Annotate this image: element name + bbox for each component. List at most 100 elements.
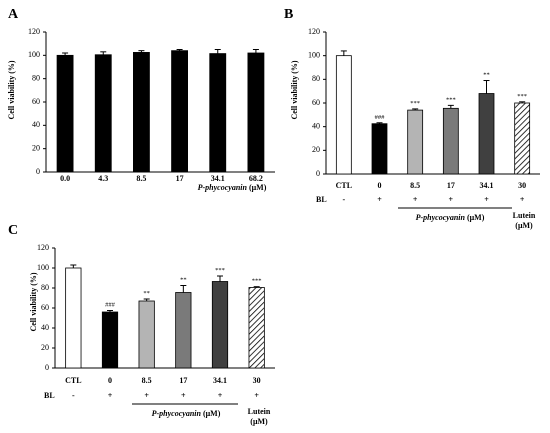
bars-b: ###*********** (335, 50, 531, 175)
y-tick-label-a: 60 (32, 97, 40, 106)
x-tick-label-b-1: 0 (378, 181, 382, 190)
x-tick-label-b-0: CTL (336, 181, 352, 190)
bar-a-0 (56, 54, 74, 173)
x-tick-label-c-3: 17 (179, 376, 187, 385)
bl-row-label-b: BL (316, 195, 327, 204)
x-tick-label-c-1: 0 (108, 376, 112, 385)
y-tick-label-c: 80 (41, 283, 49, 292)
group-label-c-italic: P-phycocyanin (152, 409, 202, 418)
x-tick-label-c-2: 8.5 (142, 376, 152, 385)
x-axis-label-a: P-phycocyanin (μM) (198, 183, 267, 192)
bl-value-b-1: + (377, 195, 382, 204)
y-tick-label-b: 40 (312, 121, 320, 130)
bl-row-label-c: BL (44, 391, 55, 400)
x-axis-label-a-italic: P-phycocyanin (198, 183, 248, 192)
lutein-label-c: Lutein (248, 407, 271, 416)
bar-c-0 (65, 267, 82, 369)
y-tick-label-a: 40 (32, 120, 40, 129)
bl-value-c-1: + (108, 391, 113, 400)
bl-value-c-5: + (254, 391, 259, 400)
y-axis-b: 0 20 40 60 80 100 120 (308, 27, 540, 178)
x-tick-label-c-0: CTL (65, 376, 81, 385)
group-label-c-unit: (μM) (201, 409, 221, 418)
panel-label-b: B (284, 7, 293, 22)
chart-panel-c: C Cell viability (%) 0 20 40 60 80 100 120 ###… (8, 223, 275, 426)
significance-label-c-5: *** (252, 278, 262, 285)
x-tick-labels-c: CTL 0 8.5 17 34.1 30 (65, 376, 261, 385)
x-tick-label-c-5: 30 (253, 376, 261, 385)
y-axis-label-b: Cell viability (%) (290, 60, 299, 119)
bar-a-5 (247, 52, 265, 173)
y-tick-label-c: 0 (45, 363, 49, 372)
panel-label-a: A (8, 7, 19, 22)
y-tick-label-a: 0 (36, 167, 40, 176)
y-axis-c: 0 20 40 60 80 100 120 (37, 243, 275, 372)
y-tick-label-a: 100 (28, 50, 40, 59)
bar-c-4 (211, 281, 229, 369)
bl-value-c-2: + (144, 391, 149, 400)
significance-label-b-5: *** (517, 93, 527, 100)
bl-value-b-5: + (520, 195, 525, 204)
panel-label-c: C (8, 223, 18, 238)
y-tick-label-b: 80 (312, 74, 320, 83)
bl-value-b-0: - (342, 195, 345, 204)
y-tick-label-b: 120 (308, 27, 320, 36)
x-tick-label-a-3: 17 (176, 174, 184, 183)
significance-label-c-3: ** (180, 277, 187, 284)
bars-c: ###********** (65, 264, 265, 369)
bars-a (56, 49, 265, 173)
y-tick-label-b: 20 (312, 145, 320, 154)
group-label-c: P-phycocyanin (μM) (152, 409, 221, 418)
bl-value-c-0: - (72, 391, 75, 400)
bar-b-3 (442, 107, 459, 175)
y-axis-label-c: Cell viability (%) (29, 272, 38, 331)
bar-c-3 (175, 292, 192, 369)
significance-label-c-1: ### (105, 302, 116, 309)
bar-b-1 (371, 123, 388, 175)
lutein-unit-c: (μM) (250, 417, 268, 426)
y-tick-label-a: 20 (32, 143, 40, 152)
bar-a-2 (133, 52, 150, 173)
bl-value-c-3: + (181, 391, 186, 400)
x-tick-label-a-2: 8.5 (136, 174, 146, 183)
chart-panel-a: A Cell viability (%) 0 20 40 60 80 100 120 0.0… (7, 7, 275, 192)
group-label-b: P-phycocyanin (μM) (416, 213, 485, 222)
significance-label-b-1: ### (375, 114, 386, 121)
significance-label-b-3: *** (446, 96, 456, 103)
bl-value-c-4: + (218, 391, 223, 400)
bar-a-1 (94, 54, 112, 173)
bar-a-3 (171, 50, 188, 173)
y-axis-label-a: Cell viability (%) (7, 60, 16, 119)
x-tick-labels-a: 0.0 4.3 8.5 17 34.1 68.2 (60, 174, 263, 183)
y-tick-label-b: 100 (308, 50, 320, 59)
x-tick-label-a-5: 68.2 (249, 174, 263, 183)
x-tick-labels-b: CTL 0 8.5 17 34.1 30 (336, 181, 527, 190)
x-axis-label-a-unit: (μM) (247, 183, 267, 192)
y-tick-label-a: 120 (28, 27, 40, 36)
group-label-b-italic: P-phycocyanin (416, 213, 466, 222)
x-tick-label-b-5: 30 (518, 181, 526, 190)
y-tick-label-b: 60 (312, 98, 320, 107)
x-tick-label-a-0: 0.0 (60, 174, 70, 183)
x-tick-label-b-4: 34.1 (480, 181, 494, 190)
x-tick-label-b-2: 8.5 (410, 181, 420, 190)
y-tick-label-b: 0 (316, 169, 320, 178)
group-label-b-unit: (μM) (465, 213, 485, 222)
bar-a-4 (209, 53, 227, 173)
bl-row-c: - + + + + + (72, 391, 259, 400)
bl-value-b-3: + (449, 195, 454, 204)
bar-b-0 (335, 55, 352, 175)
y-tick-label-c: 100 (37, 263, 49, 272)
x-tick-label-c-4: 34.1 (213, 376, 227, 385)
bar-c-5 (248, 287, 265, 369)
bl-value-b-4: + (484, 195, 489, 204)
bar-b-2 (407, 109, 424, 175)
x-tick-label-a-4: 34.1 (211, 174, 225, 183)
bar-b-4 (478, 93, 495, 175)
y-tick-label-c: 120 (37, 243, 49, 252)
significance-label-b-2: *** (410, 100, 420, 107)
lutein-label-b: Lutein (513, 211, 536, 220)
bl-value-b-2: + (413, 195, 418, 204)
bar-b-5 (514, 102, 531, 175)
